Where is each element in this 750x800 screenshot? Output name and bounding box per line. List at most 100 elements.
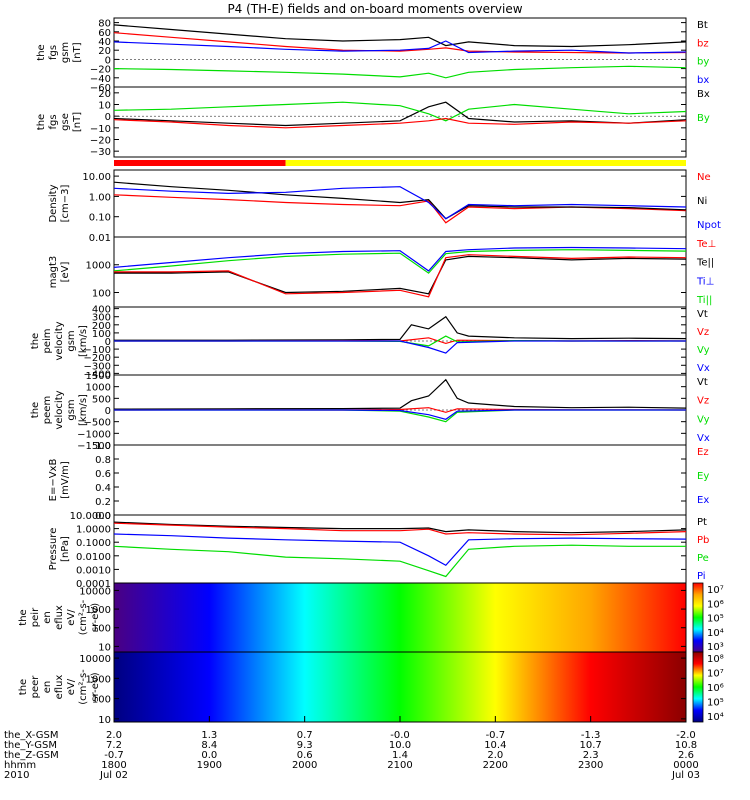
info-row-label: the_Y-GSM [4, 740, 57, 751]
y-tick-label: 20 [98, 89, 111, 100]
series-Ni [113, 181, 687, 220]
colorbar-electron_spectrogram [692, 651, 704, 723]
y-axis-label: [nPa] [60, 536, 71, 562]
y-tick-label: 40 [98, 37, 111, 48]
y-axis-label: gsm [66, 399, 77, 420]
y-axis-label: (cm²-s- [78, 599, 89, 635]
y-tick-label: 1000 [86, 383, 111, 394]
legend-item: Vx [697, 363, 710, 374]
y-axis-label: gsm [66, 330, 77, 351]
y-tick-label: 0 [105, 337, 111, 348]
colorbar-tick-label: 10⁶ [707, 683, 724, 694]
series-Npot [113, 186, 687, 220]
y-axis-label: [km/s] [78, 325, 89, 357]
legend-item: Bt [697, 20, 708, 31]
legend-item: Ex [697, 495, 709, 506]
y-axis-label: sr-eV) [90, 603, 101, 632]
y-axis-label: [nT] [72, 42, 83, 62]
info-row-value: 1.4 [392, 750, 408, 761]
y-tick-label: 0.4 [95, 483, 111, 494]
colorbar-tick-label: 10⁴ [707, 712, 724, 723]
series-Ti|| [113, 249, 687, 274]
y-tick-label: −200 [84, 353, 111, 364]
legend-item: Npot [697, 220, 721, 231]
legend-item: Ey [697, 471, 709, 482]
series-Bt [113, 24, 687, 48]
y-axis-label: velocity [54, 321, 65, 360]
info-row-value: -0.0 [390, 730, 410, 741]
y-axis-label: en [42, 611, 53, 624]
y-axis-label: the [36, 44, 47, 60]
y-axis-label: [km/s] [78, 394, 89, 426]
y-axis-label: peir [30, 607, 41, 627]
y-tick-label: 10000 [79, 654, 111, 665]
y-tick-label: 1.00 [89, 192, 111, 203]
info-row-value: 1800 [101, 760, 126, 771]
legend-item: Vy [697, 414, 710, 425]
y-axis-label: sr-eV) [90, 672, 101, 701]
spectrogram-electron_spectrogram [114, 652, 686, 722]
series-Vt [114, 315, 687, 341]
y-axis-label: gse [60, 113, 71, 131]
legend-item: Ne [697, 172, 711, 183]
info-row-value: 2.0 [487, 750, 503, 761]
info-row-value: 10.7 [580, 740, 602, 751]
series-bz [113, 117, 687, 129]
y-axis-label: gsm [60, 42, 71, 63]
legend-item: Vx [697, 433, 710, 444]
y-tick-label: 0.6 [95, 469, 111, 480]
y-tick-label: 20 [98, 46, 111, 57]
y-tick-label: 0.0100 [76, 552, 111, 563]
y-axis-label: en [42, 681, 53, 694]
colorbar-ion_spectrogram [692, 582, 704, 653]
info-row-label: the_X-GSM [4, 730, 58, 741]
y-axis-label: peim [42, 328, 53, 353]
legend-item: bx [697, 75, 709, 86]
y-axis-label: the [30, 333, 41, 349]
legend-item: by [697, 57, 709, 68]
legend-item: Vt [697, 377, 708, 388]
y-tick-label: 200 [92, 321, 111, 332]
info-row-value: -0.7 [104, 750, 124, 761]
series-Vy [114, 409, 686, 423]
series-bx [113, 40, 687, 54]
y-tick-label: 400 [92, 305, 111, 316]
colorbar-tick-label: 10⁸ [707, 654, 724, 665]
info-row-value: 10.4 [484, 740, 506, 751]
y-tick-label: −10 [90, 124, 111, 135]
panel-efield: 1.0 0.8 0.6 0.4 0.2 0.0 E=−VxB [mV/m] Ez Ey Ex [48, 441, 709, 522]
info-row-value: 0.0 [201, 750, 217, 761]
colorbar-tick-label: 10⁵ [707, 698, 724, 709]
y-tick-label: −60 [90, 83, 111, 94]
y-axis-label: eflux [54, 605, 65, 630]
y-tick-label: −1500 [77, 441, 111, 452]
y-tick-label: 10 [98, 642, 111, 653]
legend-item: Bx [697, 89, 710, 100]
y-tick-label: −300 [84, 361, 111, 372]
colorbar-tick-label: 10⁴ [707, 628, 724, 639]
y-tick-label: −1000 [77, 429, 111, 440]
y-axis-label: eV/ [66, 678, 77, 695]
y-axis-label: the [30, 402, 41, 418]
info-row-value: 9.3 [297, 740, 313, 751]
legend-item: bz [697, 38, 709, 49]
y-tick-label: 1500 [86, 371, 111, 382]
info-row-value: 2.0 [106, 730, 122, 741]
info-row-value: 0000 [673, 760, 698, 771]
y-axis-label: (cm²-s- [78, 669, 89, 705]
y-axis-label: Pressure [48, 528, 59, 571]
y-tick-label: 100 [92, 288, 111, 299]
y-tick-label: 0 [105, 55, 111, 66]
y-tick-label: 100 [92, 329, 111, 340]
info-row-value: 1.3 [201, 730, 217, 741]
y-tick-label: 0.0001 [76, 579, 111, 590]
y-tick-label: −30 [90, 147, 111, 158]
legend-item: Ez [697, 447, 709, 458]
panel-ion_spectrogram: 10⁷ 10⁶ 10⁵ 10⁴ 10³ 10000 1000 100 10 the peir en ef… [18, 582, 724, 653]
y-axis-label: [cm−3] [60, 185, 71, 223]
y-tick-label: 300 [92, 313, 111, 324]
